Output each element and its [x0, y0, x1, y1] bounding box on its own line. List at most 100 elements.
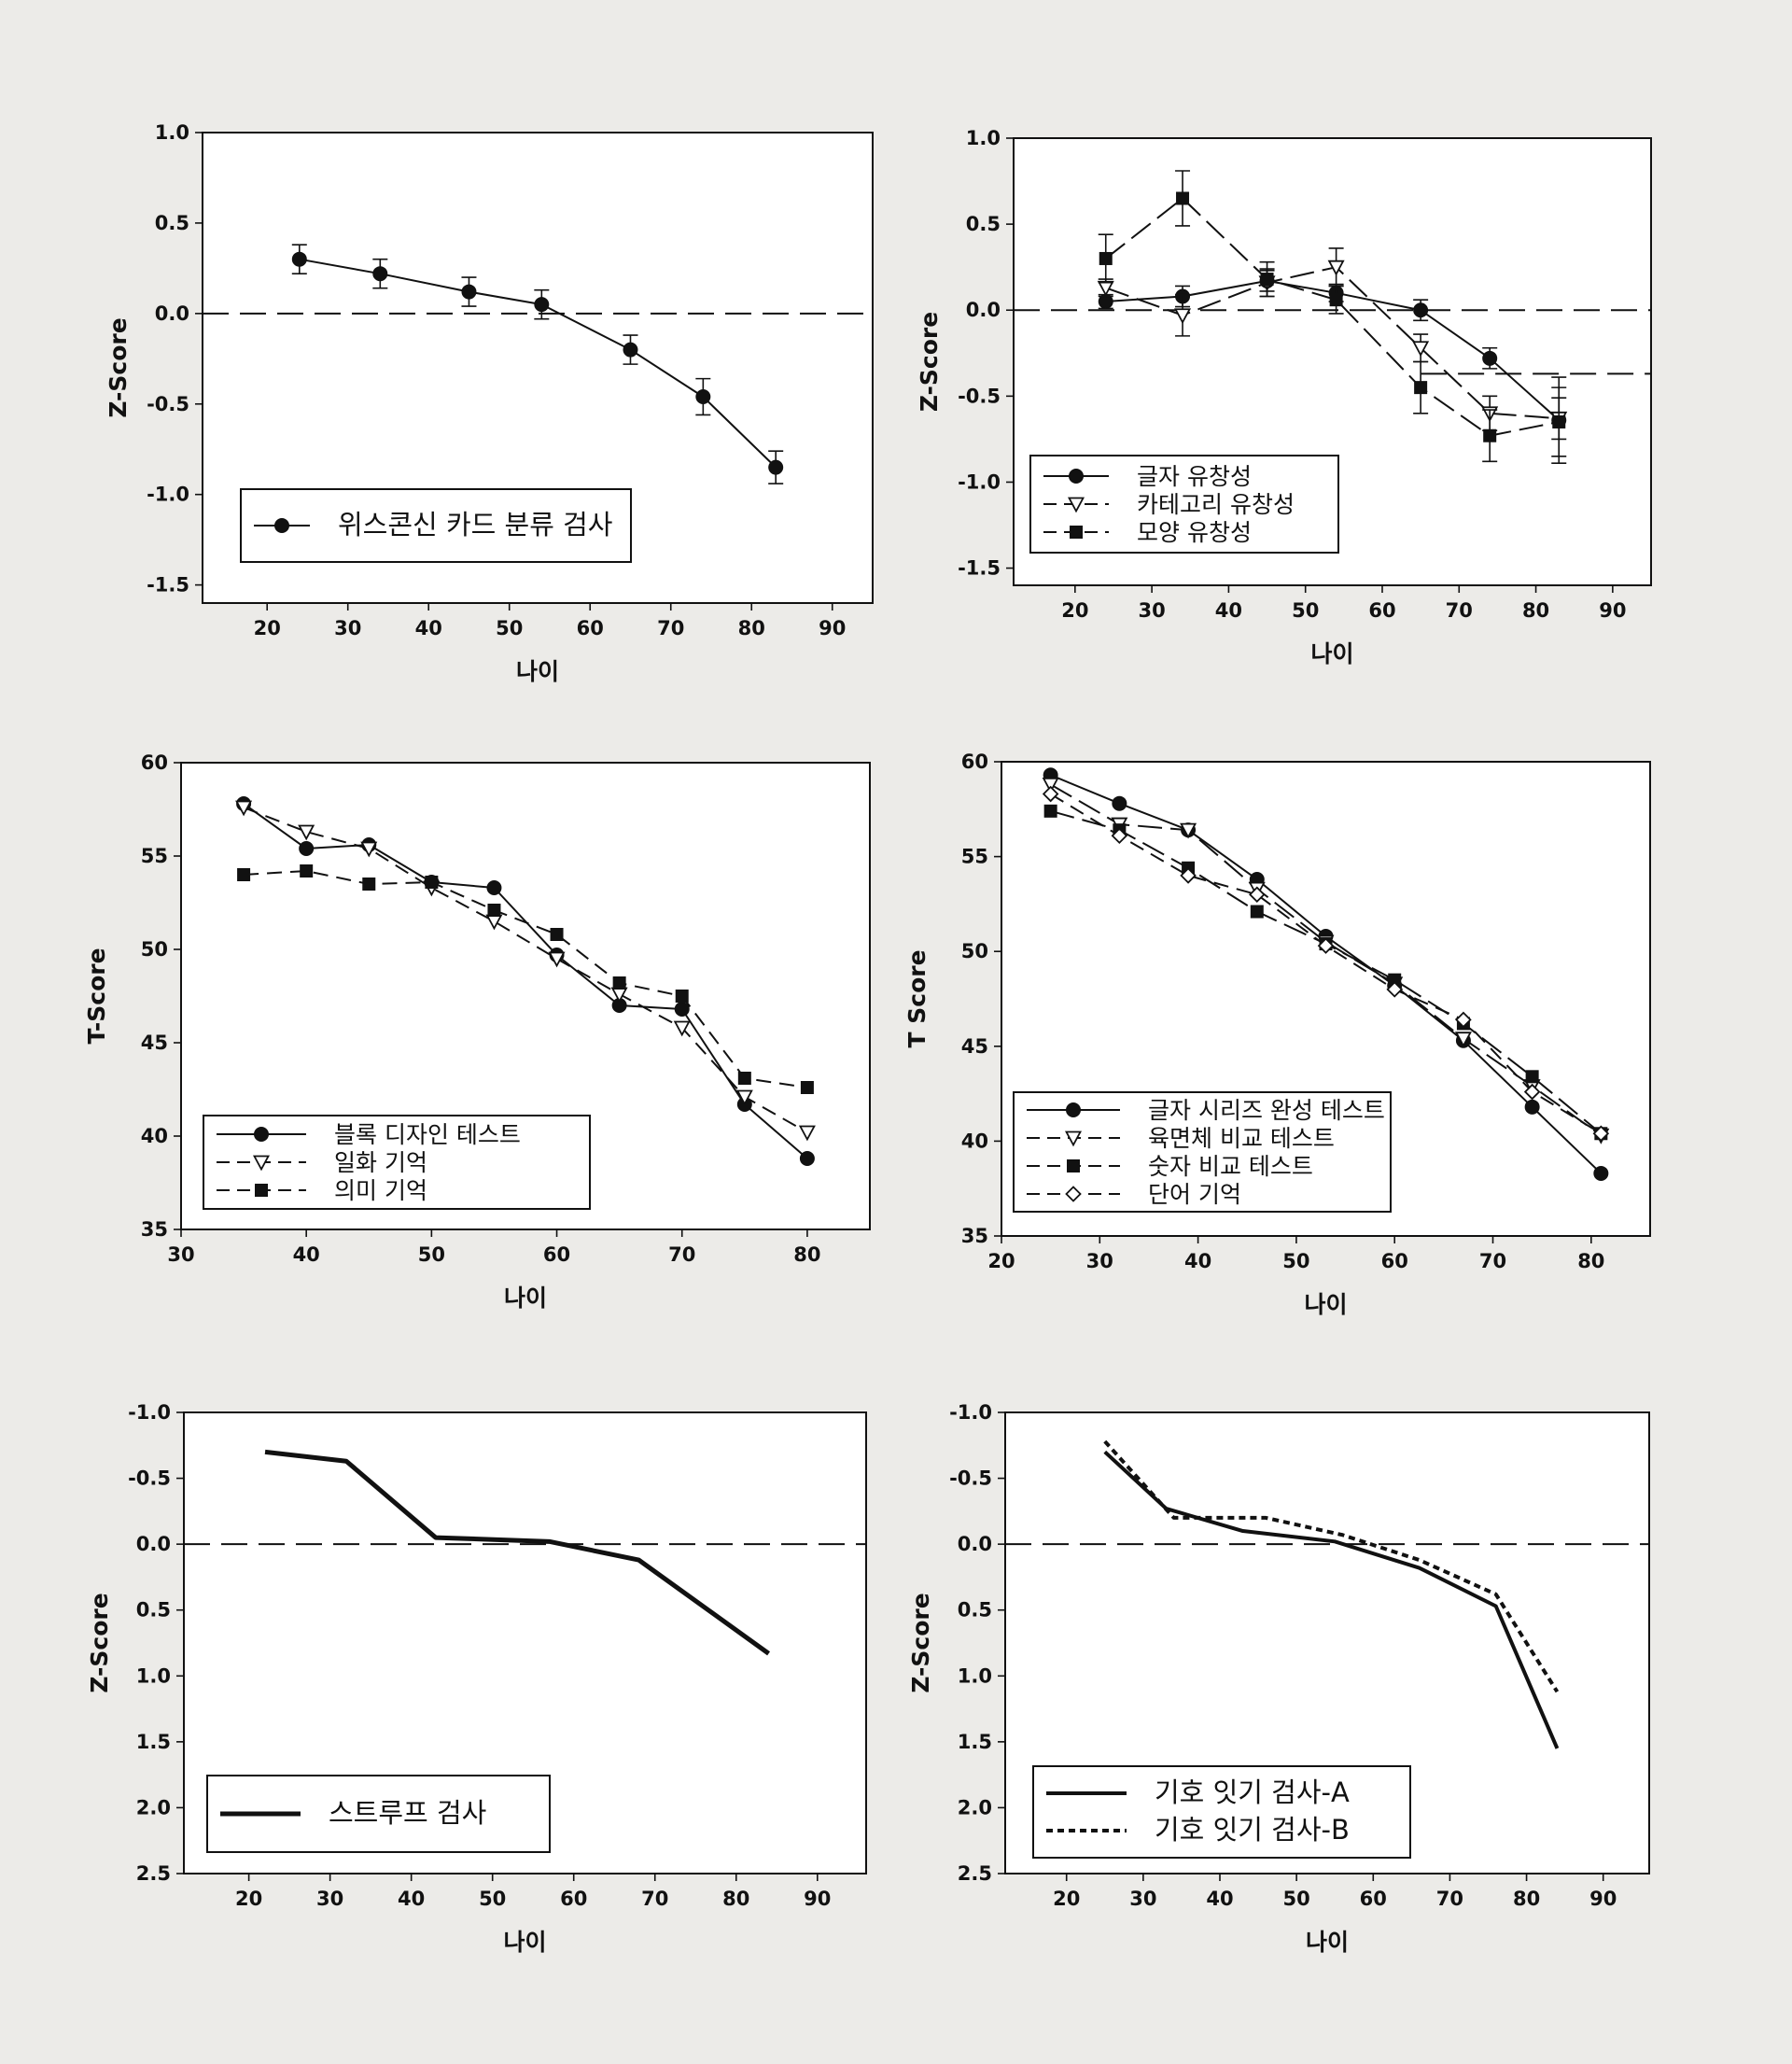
data-point [737, 1072, 751, 1085]
data-point [1329, 293, 1343, 307]
data-point [1180, 822, 1197, 839]
data-point [1386, 981, 1403, 998]
legend-label: 위스콘신 카드 분류 검사 [338, 509, 612, 541]
legend-label: 육면체 비교 테스트 [1148, 1125, 1335, 1152]
data-point [1593, 1165, 1609, 1181]
y-tick-label: 35 [141, 1218, 168, 1241]
x-tick-label: 20 [235, 1888, 262, 1910]
x-tick-label: 80 [793, 1243, 820, 1266]
x-tick-label: 30 [334, 617, 361, 639]
data-point [237, 868, 251, 881]
x-tick-label: 50 [1283, 1888, 1310, 1910]
series-2 [1098, 170, 1567, 463]
data-point [1482, 350, 1498, 366]
x-tick-label: 70 [668, 1243, 695, 1266]
y-tick-label: 1.0 [136, 1664, 171, 1687]
chart-fluency: 20 30 40 50 60 70 80 90 1.0 0.5 0.0 -0.5 -1.0 -1.5 나이 Z… [916, 127, 1652, 667]
y-tick-label: -1.0 [949, 1401, 992, 1424]
x-tick-label: 90 [1599, 599, 1626, 622]
data-point [1317, 937, 1335, 954]
legend-label: 모양 유창성 [1137, 519, 1252, 546]
data-point [298, 824, 315, 841]
x-tick-label: 60 [560, 1888, 587, 1910]
x-tick-label: 80 [1522, 599, 1549, 622]
series-line [243, 807, 808, 1133]
x-tick-label: 80 [1577, 1250, 1604, 1272]
data-point [1552, 414, 1566, 428]
data-point [1483, 428, 1497, 442]
legend-marker [254, 1127, 269, 1142]
x-tick-label: 20 [1053, 1888, 1080, 1910]
y-tick-label: 0.0 [958, 1533, 992, 1555]
x-tick-label: 90 [1589, 1888, 1617, 1910]
data-point [1176, 191, 1190, 205]
legend-label: 기호 잇기 검사-B [1155, 1814, 1350, 1846]
y-tick-label: 0.5 [958, 1599, 992, 1622]
data-point [695, 389, 711, 405]
data-point [623, 342, 638, 358]
x-tick-label: 20 [254, 617, 281, 639]
legend-label: 단어 기억 [1148, 1181, 1241, 1208]
data-point [461, 284, 477, 300]
x-tick-label: 30 [1139, 599, 1166, 622]
legend-marker [1065, 1186, 1082, 1202]
y-tick-label: 1.5 [958, 1731, 992, 1753]
data-point [1524, 1099, 1540, 1115]
data-point [1455, 1011, 1472, 1029]
y-tick-label: 60 [961, 751, 988, 773]
y-tick-label: 55 [961, 846, 988, 868]
y-tick-label: -0.5 [958, 385, 1001, 407]
x-axis-label: 나이 [516, 658, 559, 685]
x-axis-label: 나이 [503, 1929, 546, 1956]
y-axis-label: Z-Score [86, 1593, 113, 1692]
series-1 [235, 800, 816, 1142]
legend-label: 글자 유창성 [1137, 463, 1252, 490]
series-line [1103, 1439, 1560, 1693]
y-tick-label: -1.0 [147, 484, 189, 506]
legend-marker [274, 518, 289, 533]
legend: 기호 잇기 검사-A 기호 잇기 검사-B [1032, 1765, 1411, 1859]
x-tick-label: 40 [415, 617, 442, 639]
data-point [1412, 341, 1430, 358]
y-tick-label: 35 [961, 1225, 988, 1247]
legend-marker [252, 1155, 271, 1172]
legend-marker [1066, 1102, 1081, 1117]
y-axis-label: T Score [903, 949, 931, 1047]
x-tick-label: 80 [722, 1888, 749, 1910]
data-point [1043, 804, 1057, 818]
data-point [673, 1020, 691, 1037]
legend: 스트루프 검사 [206, 1775, 551, 1853]
x-tick-label: 50 [496, 617, 523, 639]
x-tick-label: 40 [1215, 599, 1242, 622]
data-point [548, 951, 566, 968]
series-line [244, 870, 808, 1088]
series-line [1050, 783, 1602, 1137]
x-tick-label: 50 [1292, 599, 1319, 622]
data-point [534, 297, 550, 313]
data-point [1260, 273, 1274, 287]
data-point [1042, 777, 1059, 793]
y-tick-label: 45 [141, 1032, 168, 1054]
data-point [362, 878, 376, 891]
legend-label: 스트루프 검사 [329, 1797, 486, 1829]
y-tick-label: 40 [141, 1125, 168, 1147]
data-point [1042, 785, 1059, 803]
x-tick-label: 60 [543, 1243, 570, 1266]
x-axis-label: 나이 [1306, 1929, 1349, 1956]
legend-label: 의미 기억 [334, 1177, 427, 1204]
y-tick-label: -1.5 [958, 557, 1001, 580]
data-point [1388, 973, 1402, 987]
legend-label: 블록 디자인 테스트 [334, 1121, 521, 1148]
x-tick-label: 70 [641, 1888, 668, 1910]
data-point [1525, 1070, 1539, 1084]
series-0 [291, 244, 784, 484]
y-tick-label: 55 [141, 845, 168, 867]
x-tick-label: 40 [1184, 1250, 1211, 1272]
data-point [1250, 905, 1264, 919]
data-point [235, 800, 253, 817]
data-point [1174, 308, 1192, 325]
y-axis-label: Z-Score [907, 1593, 934, 1692]
x-tick-label: 30 [1086, 1250, 1113, 1272]
data-point [1414, 381, 1428, 395]
